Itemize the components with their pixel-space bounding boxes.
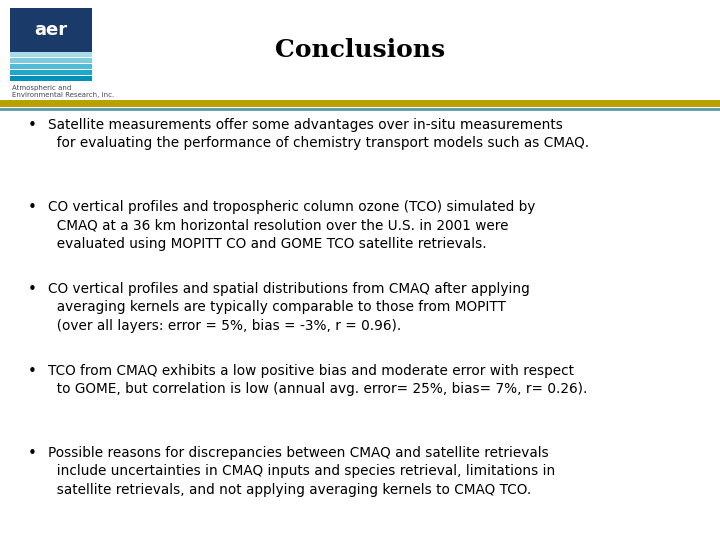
Bar	[10, 58, 92, 63]
Text: CO vertical profiles and spatial distributions from CMAQ after applying
  averag: CO vertical profiles and spatial distrib…	[48, 282, 530, 333]
Text: Satellite measurements offer some advantages over in-situ measurements
  for eva: Satellite measurements offer some advant…	[48, 118, 589, 151]
Text: •: •	[28, 364, 37, 379]
Text: •: •	[28, 118, 37, 133]
Text: Conclusions: Conclusions	[275, 38, 445, 62]
Text: CO vertical profiles and tropospheric column ozone (TCO) simulated by
  CMAQ at : CO vertical profiles and tropospheric co…	[48, 200, 536, 251]
Text: Atmospheric and
Environmental Research, Inc.: Atmospheric and Environmental Research, …	[12, 85, 114, 98]
Text: •: •	[28, 446, 37, 461]
Bar	[10, 64, 92, 69]
Bar	[10, 8, 92, 52]
Text: TCO from CMAQ exhibits a low positive bias and moderate error with respect
  to : TCO from CMAQ exhibits a low positive bi…	[48, 364, 588, 396]
Text: aer: aer	[35, 21, 68, 39]
Bar	[10, 52, 92, 57]
Text: •: •	[28, 282, 37, 297]
Bar	[10, 76, 92, 81]
Bar	[10, 70, 92, 75]
Text: •: •	[28, 200, 37, 215]
Text: Possible reasons for discrepancies between CMAQ and satellite retrievals
  inclu: Possible reasons for discrepancies betwe…	[48, 446, 555, 497]
